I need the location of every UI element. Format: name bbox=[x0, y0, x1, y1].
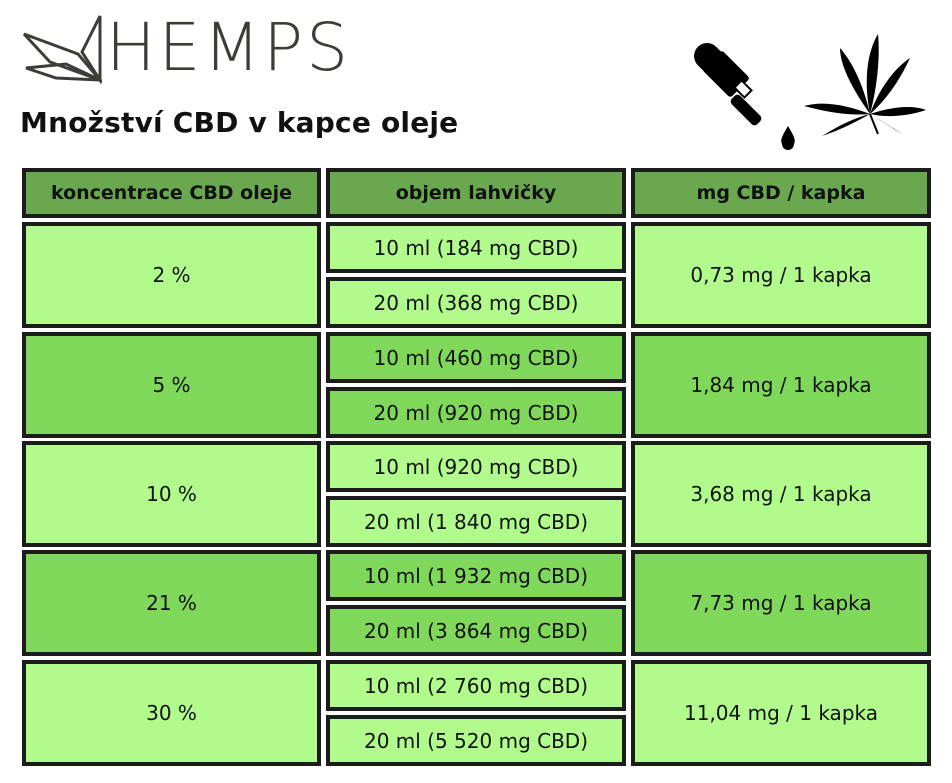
cannabis-leaf-icon bbox=[804, 34, 926, 136]
volume-cell: 10 ml (184 mg CBD) bbox=[326, 222, 626, 273]
decor-icons bbox=[694, 34, 926, 150]
volume-cell: 20 ml (368 mg CBD) bbox=[326, 277, 626, 328]
header-concentration: koncentrace CBD oleje bbox=[22, 168, 321, 218]
per-drop-cell: 7,73 mg / 1 kapka bbox=[631, 550, 931, 656]
volume-cell: 10 ml (1 932 mg CBD) bbox=[326, 550, 626, 601]
header-bottle-volume: objem lahvičky bbox=[326, 168, 626, 218]
leaf-logo-icon bbox=[22, 15, 102, 84]
volume-cell: 20 ml (1 840 mg CBD) bbox=[326, 496, 626, 547]
volume-cell: 10 ml (460 mg CBD) bbox=[326, 332, 626, 383]
volume-cell: 20 ml (3 864 mg CBD) bbox=[326, 605, 626, 656]
volume-cell: 20 ml (5 520 mg CBD) bbox=[326, 715, 626, 766]
concentration-cell: 30 % bbox=[22, 660, 321, 766]
per-drop-cell: 1,84 mg / 1 kapka bbox=[631, 332, 931, 438]
volume-cell: 20 ml (920 mg CBD) bbox=[326, 387, 626, 438]
header-mg-per-drop: mg CBD / kapka bbox=[631, 168, 931, 218]
per-drop-cell: 0,73 mg / 1 kapka bbox=[631, 222, 931, 328]
concentration-cell: 5 % bbox=[22, 332, 321, 438]
concentration-cell: 10 % bbox=[22, 441, 321, 547]
brand-logo: HEMPS bbox=[20, 12, 351, 84]
page-title: Množství CBD v kapce oleje bbox=[20, 106, 459, 139]
per-drop-cell: 3,68 mg / 1 kapka bbox=[631, 441, 931, 547]
per-drop-cell: 11,04 mg / 1 kapka bbox=[631, 660, 931, 766]
volume-cell: 10 ml (2 760 mg CBD) bbox=[326, 660, 626, 711]
brand-name: HEMPS bbox=[106, 9, 351, 86]
concentration-cell: 21 % bbox=[22, 550, 321, 656]
volume-cell: 10 ml (920 mg CBD) bbox=[326, 441, 626, 492]
concentration-cell: 2 % bbox=[22, 222, 321, 328]
dropper-icon bbox=[694, 43, 795, 150]
